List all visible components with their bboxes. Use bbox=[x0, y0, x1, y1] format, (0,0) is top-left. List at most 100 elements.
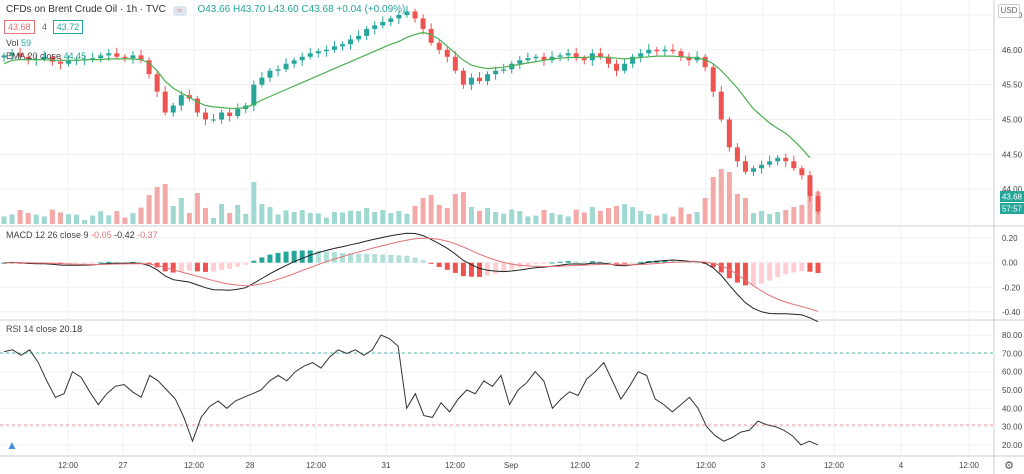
rsi-line bbox=[3, 334, 819, 446]
time-tick-label: 12:00 bbox=[306, 461, 327, 470]
rsi-tick-label: 70.00 bbox=[1002, 349, 1023, 358]
candle-body bbox=[718, 91, 724, 120]
macd-hist-bar bbox=[194, 262, 200, 272]
volume-bar bbox=[420, 198, 426, 224]
macd-hist-bar bbox=[122, 262, 128, 264]
macd-axis[interactable]: 0.20 0.00 -0.20 -0.40 bbox=[1002, 234, 1021, 317]
volume-bar bbox=[283, 210, 289, 224]
rsi-tick-label: 60.00 bbox=[1002, 368, 1023, 377]
volume-bar bbox=[460, 192, 466, 224]
macd-hist-bar bbox=[694, 262, 700, 264]
macd-hist-bar bbox=[775, 262, 781, 278]
ema-label: EMA 20 close bbox=[6, 51, 62, 61]
time-tick-label: 12:00 bbox=[184, 461, 205, 470]
volume-bar bbox=[646, 214, 652, 224]
symbol-title[interactable]: CFDs on Brent Crude Oil · 1h · TVC bbox=[6, 4, 166, 15]
macd-hist-bar bbox=[477, 262, 483, 277]
macd-hist-bar bbox=[742, 262, 748, 286]
candle-body bbox=[162, 91, 168, 113]
candle-body bbox=[452, 56, 458, 71]
price-tick-label: 44.50 bbox=[1002, 150, 1023, 159]
macd-hist-bar bbox=[1, 262, 7, 264]
price-tick-label: 45.00 bbox=[1002, 115, 1023, 124]
rsi-tick-label: 40.00 bbox=[1002, 404, 1023, 413]
rsi-tick-label: 20.00 bbox=[1002, 441, 1023, 450]
eye-icon[interactable]: ≈ bbox=[172, 6, 187, 16]
candle-body bbox=[670, 49, 676, 52]
candlesticks bbox=[1, 5, 821, 215]
volume-bar bbox=[468, 207, 474, 224]
candle-body bbox=[477, 77, 483, 82]
volume-bar bbox=[170, 206, 176, 224]
macd-hist-bar bbox=[65, 262, 71, 264]
gear-icon[interactable]: ⚙ bbox=[1004, 460, 1014, 472]
candle-body bbox=[799, 168, 805, 176]
macd-hist-bar bbox=[315, 250, 321, 263]
time-tick-label: 4 bbox=[899, 461, 904, 470]
volume-bar bbox=[9, 214, 15, 224]
rsi-tick-label: 80.00 bbox=[1002, 331, 1023, 340]
tradingview-logo-icon[interactable]: ▲ bbox=[6, 438, 18, 452]
candle-body bbox=[339, 44, 345, 47]
volume-legend[interactable]: Vol 59 bbox=[6, 38, 31, 48]
candle-body bbox=[573, 53, 579, 59]
macd-hist-bar bbox=[565, 261, 571, 263]
volume-bar bbox=[74, 214, 80, 224]
ask-button[interactable]: 43.72 bbox=[52, 20, 84, 34]
volume-bar bbox=[323, 217, 329, 224]
macd-hist-bar bbox=[356, 253, 362, 263]
candle-body bbox=[299, 56, 305, 61]
candle-body bbox=[412, 11, 418, 19]
volume-bar bbox=[307, 213, 313, 224]
candle-body bbox=[267, 70, 273, 78]
time-tick-label: 12:00 bbox=[696, 461, 717, 470]
candle-body bbox=[460, 70, 466, 85]
rsi-legend[interactable]: RSI 14 close 20.18 bbox=[6, 324, 82, 334]
volume-bar bbox=[372, 212, 378, 224]
volume-bar bbox=[259, 204, 265, 224]
macd-hist-bar bbox=[557, 261, 563, 263]
macd-hist-bar bbox=[283, 251, 289, 263]
macd-hist-bar bbox=[202, 262, 208, 272]
candle-body bbox=[557, 55, 563, 57]
macd-signal-line bbox=[4, 237, 819, 312]
candle-body bbox=[493, 70, 499, 75]
candle-body bbox=[517, 60, 523, 64]
macd-hist-bar bbox=[436, 262, 442, 267]
macd-hist-bar bbox=[259, 257, 265, 263]
macd-hist-bar bbox=[307, 250, 313, 263]
candle-body bbox=[380, 21, 386, 26]
time-tick-label: 3 bbox=[761, 461, 766, 470]
rsi-axis[interactable]: 80.00 70.00 60.00 50.00 40.00 30.00 20.00 bbox=[1002, 331, 1023, 450]
macd-hist-bar bbox=[452, 262, 458, 273]
candle-body bbox=[25, 56, 31, 61]
macd-hist-bar bbox=[751, 262, 757, 286]
rsi-value: 20.18 bbox=[59, 324, 83, 334]
macd-legend[interactable]: MACD 12 26 close 9 -0.05 -0.42 -0.37 bbox=[6, 230, 158, 240]
macd-hist-bar bbox=[396, 255, 402, 263]
macd-hist-bar bbox=[227, 262, 233, 269]
candle-body bbox=[138, 55, 144, 61]
macd-hist-bar bbox=[323, 251, 329, 263]
macd-hist-bar bbox=[485, 262, 491, 276]
time-axis[interactable]: 12:00 27 12:00 28 12:00 31 12:00 Sep 12:00 2 12:00… bbox=[58, 461, 980, 470]
volume-bar bbox=[138, 207, 144, 224]
macd-hist-bar bbox=[638, 261, 644, 263]
time-tick-label: 28 bbox=[246, 461, 255, 470]
bid-button[interactable]: 43.68 bbox=[4, 20, 35, 34]
volume-bar bbox=[742, 198, 748, 224]
macd-hist-bar bbox=[783, 262, 789, 275]
candle-body bbox=[315, 51, 321, 54]
macd-hist-bar bbox=[662, 260, 668, 263]
macd-hist-bar bbox=[331, 252, 337, 263]
candle-body bbox=[541, 56, 547, 61]
countdown-tag-bg bbox=[1000, 203, 1024, 214]
currency-label[interactable]: USD bbox=[998, 4, 1020, 18]
macd-hist-bar bbox=[533, 262, 539, 264]
volume-bar bbox=[686, 214, 692, 224]
macd-hist-bar bbox=[670, 260, 676, 263]
candle-body bbox=[348, 39, 354, 45]
ema-legend[interactable]: EMA 20 close 44.45 bbox=[6, 51, 86, 61]
